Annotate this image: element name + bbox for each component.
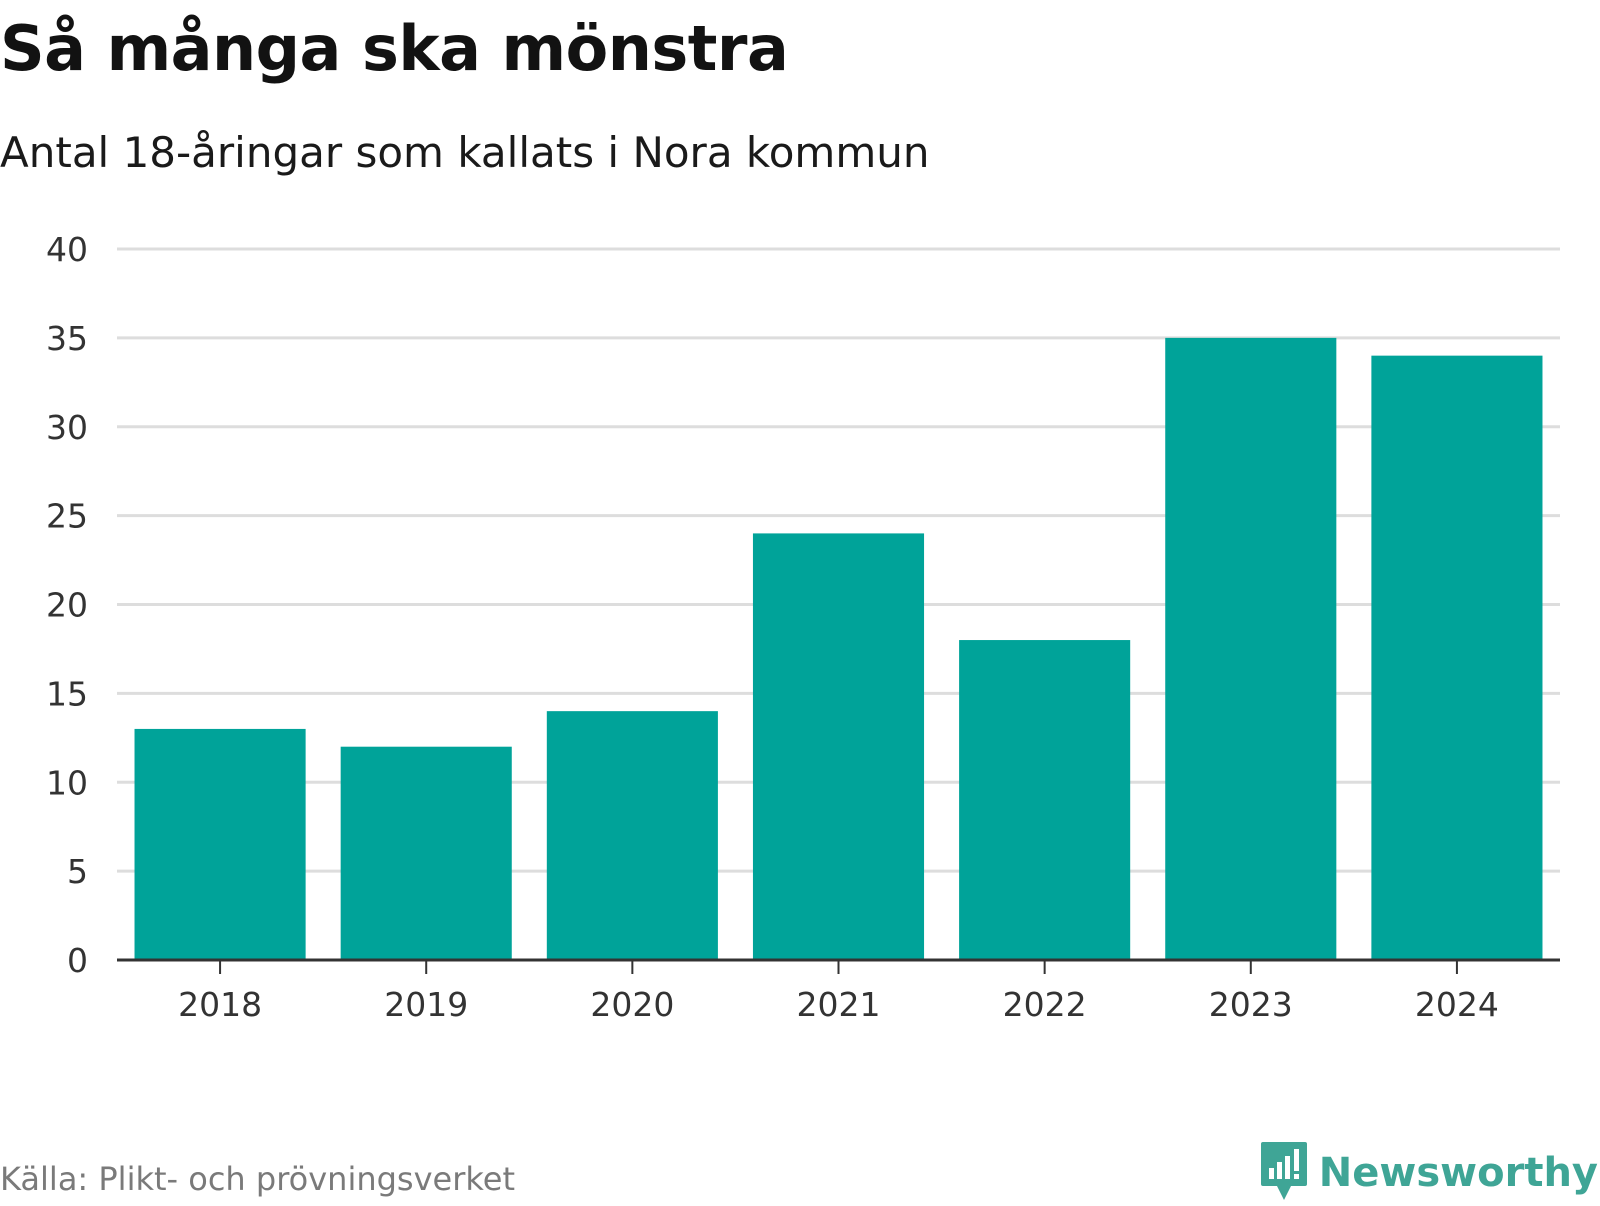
y-tick-label: 20 <box>46 586 88 625</box>
y-tick-label: 25 <box>46 497 88 536</box>
x-tick-label: 2021 <box>797 985 881 1024</box>
y-tick-label: 15 <box>46 674 88 713</box>
y-tick-label: 5 <box>67 852 88 891</box>
x-tick-label: 2024 <box>1415 985 1499 1024</box>
bar-2020 <box>546 711 718 960</box>
chart-title: Så många ska mönstra <box>0 12 789 85</box>
x-axis <box>117 958 1560 974</box>
newsworthy-logo-icon <box>1259 1140 1309 1206</box>
bar-2022 <box>959 640 1131 960</box>
y-tick-label: 30 <box>46 408 88 447</box>
bar-2024 <box>1371 355 1543 960</box>
x-tick-label: 2018 <box>178 985 262 1024</box>
x-tick-label: 2022 <box>1003 985 1087 1024</box>
brand-logo: Newsworthy <box>1259 1140 1598 1206</box>
chart-subtitle: Antal 18-åringar som kallats i Nora komm… <box>0 128 930 177</box>
bar-2021 <box>752 533 925 960</box>
tick-labels: 0 5 10 15 20 25 30 35 40 2018 2019 2020 2021 2022 2023… <box>46 230 1499 1024</box>
x-tick-label: 2023 <box>1209 985 1293 1024</box>
bar-2018 <box>134 728 306 960</box>
brand-name: Newsworthy <box>1318 1150 1598 1196</box>
y-tick-label: 40 <box>46 230 88 269</box>
y-tick-label: 35 <box>46 319 88 358</box>
x-tick-label: 2019 <box>384 985 468 1024</box>
source-note: Källa: Plikt- och prövningsverket <box>0 1160 515 1198</box>
y-tick-label: 10 <box>46 763 88 802</box>
bar-2023 <box>1165 337 1337 960</box>
bars <box>134 337 1543 960</box>
bar-2019 <box>340 746 512 960</box>
x-tick-label: 2020 <box>590 985 674 1024</box>
y-tick-label: 0 <box>67 941 88 980</box>
